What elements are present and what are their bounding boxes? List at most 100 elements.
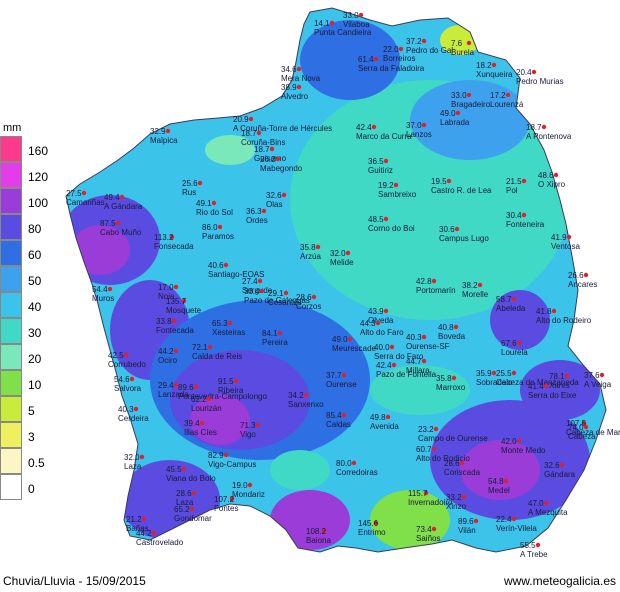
station-name: Marroxo	[436, 383, 466, 392]
station-value: 41.9	[551, 233, 567, 242]
station-value: 54.8	[488, 477, 504, 486]
legend-swatch	[0, 318, 22, 344]
station-name: Pazo de Fontella	[376, 370, 437, 379]
station-dot	[477, 282, 483, 288]
legend-swatch	[0, 422, 22, 448]
station-value: 40.0	[374, 343, 390, 352]
station-value: 65.3	[212, 319, 228, 328]
station-dot	[129, 376, 135, 382]
station-name: Malpica	[150, 136, 178, 145]
station-dot	[303, 392, 309, 398]
station-dot	[173, 284, 179, 290]
station-name: Illas Cíes	[184, 428, 217, 437]
station-value: 38.9	[281, 83, 297, 92]
station-name: Lourizán	[191, 404, 222, 413]
station-value: 28.6	[444, 459, 460, 468]
station-dot	[217, 224, 223, 230]
site-link[interactable]: www.meteogalicia.es	[503, 574, 616, 588]
station-name: A Coruña-Torre de Hércules	[233, 124, 332, 133]
station-dot	[398, 46, 404, 52]
station-dot	[255, 422, 261, 428]
station-dot	[516, 438, 522, 444]
station-value: 30.6	[439, 225, 455, 234]
station-value: 42.4	[376, 361, 392, 370]
station-dot	[385, 414, 391, 420]
station-value: 74.0	[568, 423, 584, 432]
station-name: Xares	[549, 381, 570, 390]
station-name: Arzúa	[300, 252, 321, 261]
station-value: 7.6	[451, 39, 463, 48]
station-value: 67.6	[501, 339, 517, 348]
station-name: Labrada	[440, 118, 470, 127]
station-dot	[351, 460, 357, 466]
station-value: 55.5	[520, 541, 536, 550]
station-name: Coriscada	[444, 468, 481, 477]
station-value: 36.3	[246, 207, 262, 216]
station-dot	[173, 382, 179, 388]
station-value: 89.6	[458, 517, 474, 526]
legend-label: 160	[28, 144, 49, 158]
station-value: 49.0	[332, 335, 348, 344]
station-dot	[133, 406, 139, 412]
station-dot	[599, 372, 605, 378]
station-marker: 55.5A Trebe	[520, 541, 548, 559]
station-dot	[446, 178, 452, 184]
station-dot	[531, 69, 537, 75]
station-value: 58.7	[496, 295, 512, 304]
station-value: 44.7	[406, 357, 422, 366]
station-dot	[211, 200, 217, 206]
station-value: 23.2	[418, 425, 434, 434]
station-name: Xesteiras	[212, 328, 245, 337]
station-name: Xunqueira	[476, 70, 513, 79]
station-dot	[551, 308, 557, 314]
station-value: 85.4	[326, 411, 342, 420]
station-marker: 37.6A Veiga	[584, 371, 612, 389]
station-value: 135.7	[166, 297, 187, 306]
station-value: 39.4	[184, 419, 200, 428]
legend-label: 0.5	[28, 456, 45, 470]
station-name: Sambreixo	[378, 190, 417, 199]
station-dot	[511, 516, 517, 522]
station-name: Meurescade	[332, 344, 377, 353]
legend-swatch	[0, 448, 22, 474]
station-name: Morelle	[462, 290, 489, 299]
station-value: 21.2	[126, 515, 142, 524]
station-value: 17.2	[490, 91, 506, 100]
station-dot	[321, 528, 327, 534]
station-name: Mera Nova	[281, 74, 321, 83]
station-dot	[296, 66, 302, 72]
station-value: 48.6	[538, 171, 554, 180]
station-value: 19.5	[431, 177, 447, 186]
station-name: Cabeza de Manzaneda	[566, 428, 620, 437]
station-dot	[423, 490, 429, 496]
station-dot	[329, 20, 335, 26]
station-value: 71.3	[240, 421, 256, 430]
station-name: Vilaboa	[343, 20, 370, 29]
station-dot	[358, 12, 364, 18]
